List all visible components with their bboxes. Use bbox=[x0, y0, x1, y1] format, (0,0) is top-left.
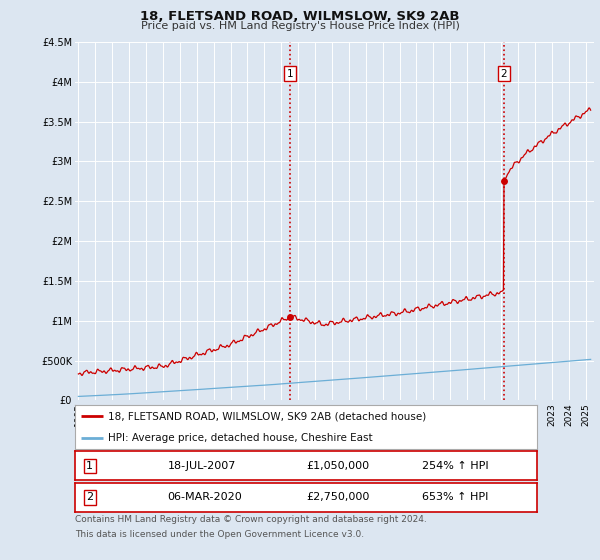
Text: This data is licensed under the Open Government Licence v3.0.: This data is licensed under the Open Gov… bbox=[75, 530, 364, 539]
Text: 18, FLETSAND ROAD, WILMSLOW, SK9 2AB: 18, FLETSAND ROAD, WILMSLOW, SK9 2AB bbox=[140, 10, 460, 23]
Text: Price paid vs. HM Land Registry's House Price Index (HPI): Price paid vs. HM Land Registry's House … bbox=[140, 21, 460, 31]
Text: 653% ↑ HPI: 653% ↑ HPI bbox=[421, 492, 488, 502]
Text: 1: 1 bbox=[86, 461, 93, 471]
Text: Contains HM Land Registry data © Crown copyright and database right 2024.: Contains HM Land Registry data © Crown c… bbox=[75, 515, 427, 524]
Text: HPI: Average price, detached house, Cheshire East: HPI: Average price, detached house, Ches… bbox=[108, 433, 373, 443]
Text: £2,750,000: £2,750,000 bbox=[306, 492, 370, 502]
Text: 2: 2 bbox=[500, 69, 507, 79]
Text: 18, FLETSAND ROAD, WILMSLOW, SK9 2AB (detached house): 18, FLETSAND ROAD, WILMSLOW, SK9 2AB (de… bbox=[108, 412, 427, 421]
Text: 1: 1 bbox=[287, 69, 293, 79]
Text: £1,050,000: £1,050,000 bbox=[306, 461, 369, 471]
Text: 06-MAR-2020: 06-MAR-2020 bbox=[167, 492, 242, 502]
Text: 18-JUL-2007: 18-JUL-2007 bbox=[167, 461, 236, 471]
Text: 254% ↑ HPI: 254% ↑ HPI bbox=[421, 461, 488, 471]
Text: 2: 2 bbox=[86, 492, 94, 502]
